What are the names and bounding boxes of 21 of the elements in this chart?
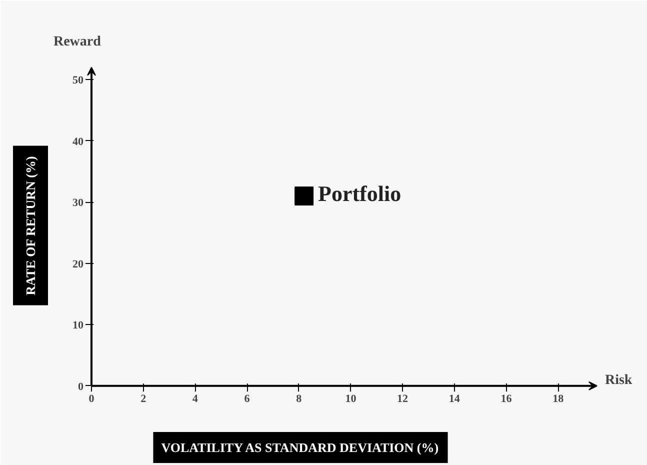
y-tick-label: 0 (78, 380, 84, 393)
x-tick-label: 2 (140, 392, 147, 405)
x-tick-label: 10 (345, 392, 357, 405)
y-tick-label: 30 (72, 197, 84, 210)
y-axis-title: RATE OF RETURN (%) (23, 156, 38, 296)
x-tick-label: 8 (296, 392, 302, 405)
x-tick-label: 0 (88, 392, 95, 405)
x-tick-label: 16 (500, 392, 512, 405)
x-tick-label: 6 (244, 392, 250, 405)
x-axis-title: VOLATILITY AS STANDARD DEVIATION (%) (161, 440, 439, 455)
y-tick-label: 50 (72, 74, 84, 87)
x-tick-label: 18 (552, 392, 564, 405)
y-tick-label: 40 (72, 136, 84, 148)
text: Reward (53, 34, 102, 50)
y-tick-label: 20 (72, 258, 84, 270)
x-tick-label: 12 (397, 392, 409, 405)
text: Risk (604, 372, 632, 388)
x-tick-label: 14 (448, 392, 460, 405)
x-tick-label: 4 (192, 392, 198, 405)
y-tick-label: 10 (72, 320, 84, 332)
series-label: Portfolio (318, 181, 402, 206)
